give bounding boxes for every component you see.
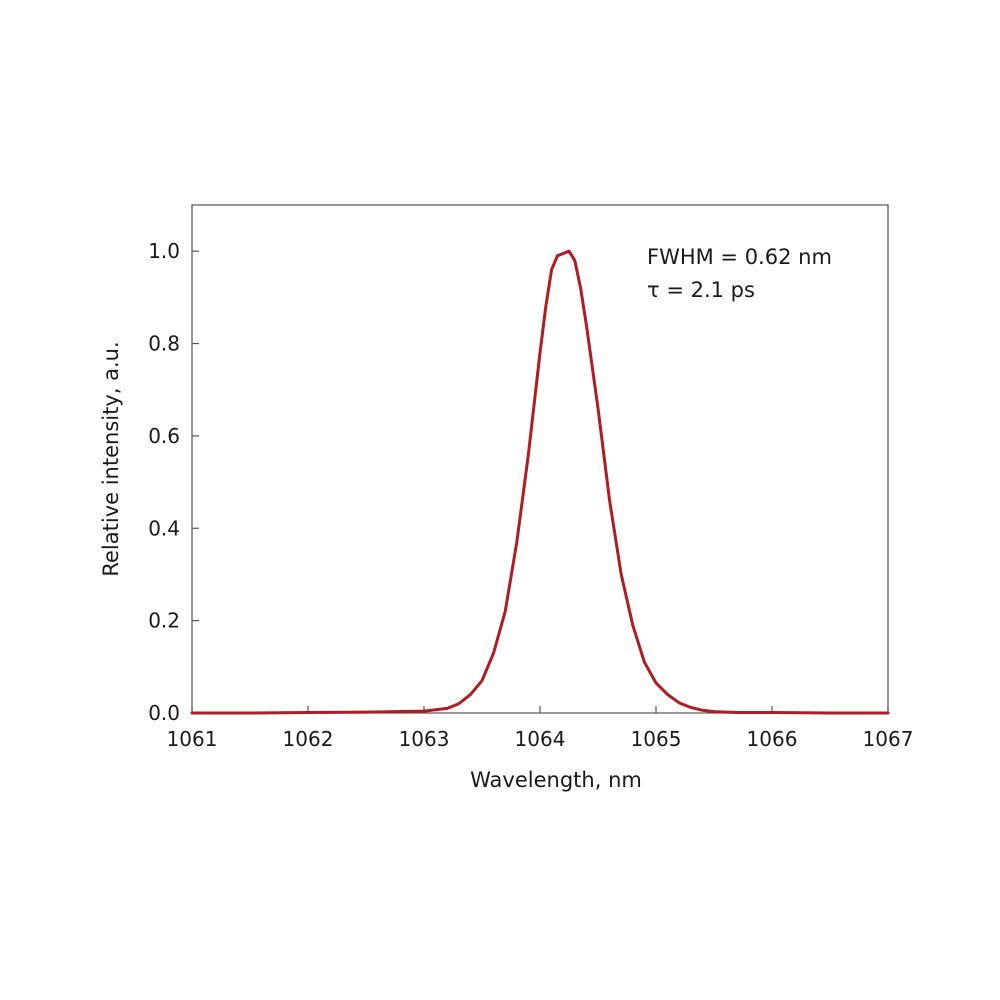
- annotation-pulse-duration: τ = 2.1 ps: [647, 278, 755, 302]
- y-tick-label: 0.0: [148, 701, 180, 725]
- x-axis-ticks: 1061 1062 1063 1064 1065 1066 1067: [167, 706, 914, 751]
- plot-frame: [191, 204, 889, 714]
- x-tick-label: 1065: [631, 727, 682, 751]
- x-axis-label: Wavelength, nm: [470, 768, 642, 792]
- x-tick-label: 1061: [167, 727, 218, 751]
- x-tick-label: 1067: [863, 727, 914, 751]
- x-tick-label: 1062: [283, 727, 334, 751]
- spectrum-line: [190, 249, 890, 715]
- x-tick-label: 1064: [515, 727, 566, 751]
- x-tick-label: 1066: [747, 727, 798, 751]
- annotation-fwhm: FWHM = 0.62 nm: [647, 245, 832, 269]
- y-tick-label: 0.6: [148, 424, 180, 448]
- y-axis-label: Relative intensity, a.u.: [99, 341, 123, 576]
- y-tick-label: 0.2: [148, 609, 180, 633]
- y-tick-label: 0.4: [148, 516, 180, 540]
- y-tick-label: 0.8: [148, 332, 180, 356]
- y-axis-ticks: 0.0 0.2 0.4 0.6 0.8 1.0: [148, 239, 199, 725]
- x-tick-label: 1063: [399, 727, 450, 751]
- y-tick-label: 1.0: [148, 239, 180, 263]
